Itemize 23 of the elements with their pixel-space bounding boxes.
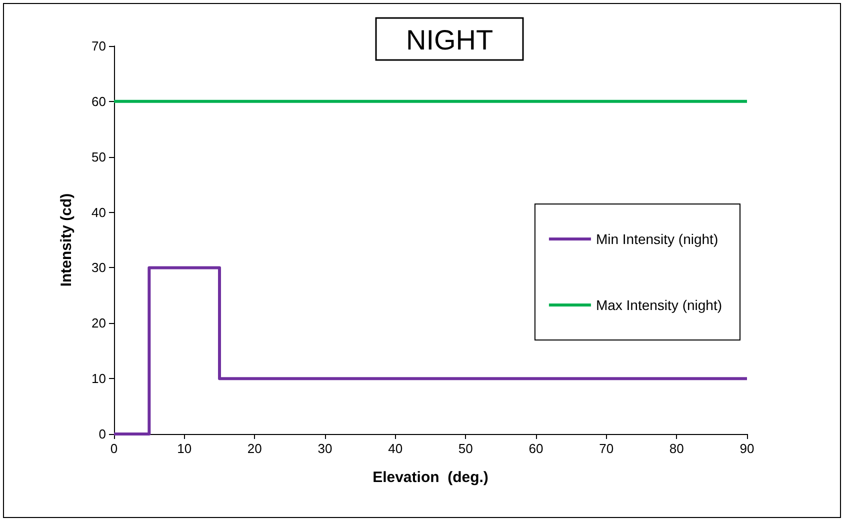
y-axis-title: Intensity (cd) bbox=[58, 193, 75, 287]
x-tick-label: 60 bbox=[528, 441, 544, 456]
y-tick-label: 30 bbox=[92, 260, 106, 276]
y-tick-label: 40 bbox=[92, 204, 106, 220]
x-tick-label: 80 bbox=[669, 441, 684, 456]
y-tick-label: 60 bbox=[92, 94, 106, 109]
x-tick-label: 50 bbox=[458, 441, 473, 456]
legend-label: Max Intensity (night) bbox=[596, 297, 722, 313]
y-tick-label: 0 bbox=[98, 426, 106, 442]
y-tick-label: 50 bbox=[92, 149, 106, 164]
x-tick-label: 10 bbox=[177, 441, 192, 456]
x-tick-label: 30 bbox=[318, 441, 332, 456]
x-tick-label: 70 bbox=[599, 441, 614, 456]
x-tick-label: 20 bbox=[247, 441, 262, 456]
x-tick-label: 0 bbox=[110, 441, 118, 456]
x-tick-label: 40 bbox=[388, 441, 403, 456]
y-tick-label: 70 bbox=[92, 38, 106, 54]
y-tick-label: 10 bbox=[92, 371, 106, 386]
x-axis-title: Elevation (deg.) bbox=[372, 469, 488, 486]
chart-title: NIGHT bbox=[406, 24, 494, 56]
legend-label: Min Intensity (night) bbox=[596, 231, 718, 247]
x-tick-label: 90 bbox=[740, 441, 754, 456]
y-tick-label: 20 bbox=[92, 316, 106, 331]
